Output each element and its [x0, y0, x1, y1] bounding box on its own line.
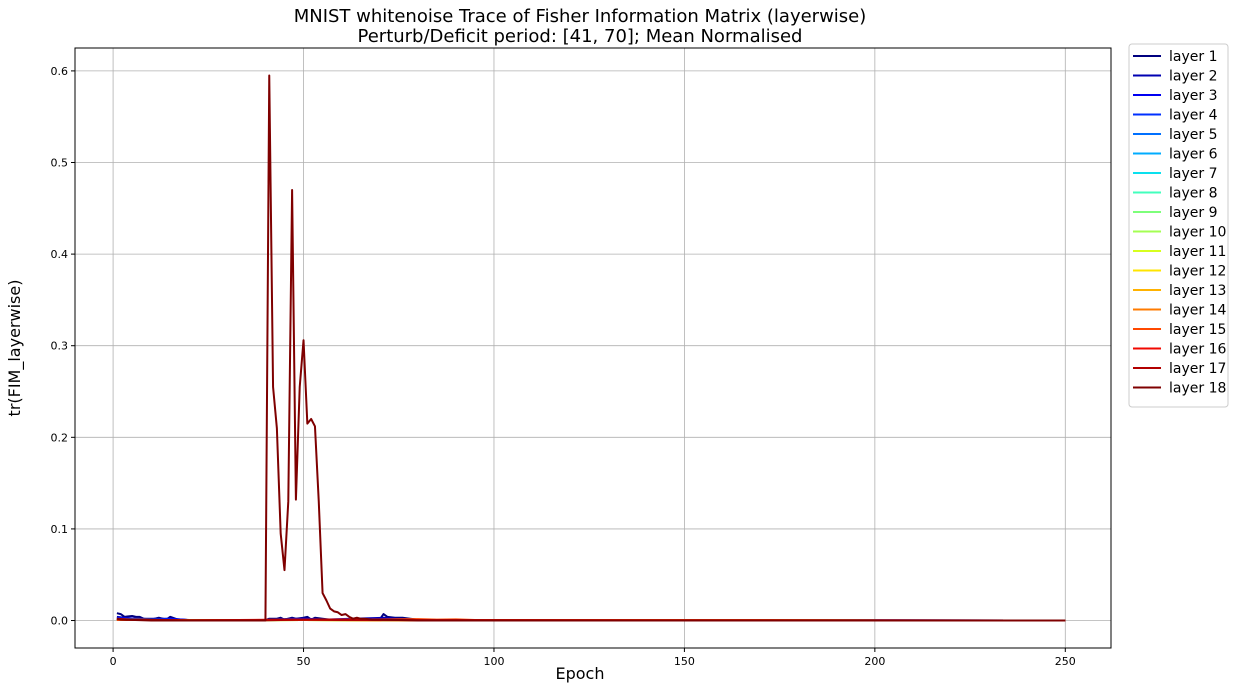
legend-label: layer 2	[1169, 69, 1217, 85]
y-axis-label: tr(FIM_layerwise)	[5, 280, 25, 417]
legend: layer 1 layer 2 layer 3 layer 4 layer 5 layer…	[1128, 43, 1229, 408]
x-tick-label: 50	[297, 655, 311, 668]
chart-title: MNIST whitenoise Trace of Fisher Informa…	[294, 6, 867, 27]
legend-label: layer 15	[1169, 322, 1226, 338]
y-tick-label: 0.0	[51, 615, 69, 628]
y-tick-label: 0.3	[51, 340, 69, 353]
legend-label: layer 6	[1169, 147, 1218, 163]
legend-label: layer 9	[1169, 205, 1217, 221]
x-tick-label: 200	[864, 655, 885, 668]
legend-label: layer 17	[1169, 361, 1226, 377]
legend-label: layer 4	[1169, 108, 1218, 124]
y-tick-label: 0.6	[51, 65, 69, 78]
legend-label: layer 8	[1169, 186, 1217, 202]
legend-label: layer 14	[1169, 303, 1226, 319]
chart-subtitle: Perturb/Deficit period: [41, 70]; Mean N…	[358, 26, 803, 47]
y-tick-label: 0.4	[51, 248, 69, 261]
legend-label: layer 1	[1169, 49, 1217, 65]
x-tick-label: 0	[110, 655, 117, 668]
series-group	[116, 74, 1066, 622]
series-line-layer-18	[116, 74, 1066, 622]
legend-label: layer 13	[1169, 283, 1226, 299]
legend-label: layer 7	[1169, 166, 1217, 182]
grid	[75, 48, 1111, 648]
x-tick-label: 100	[483, 655, 504, 668]
legend-label: layer 18	[1169, 381, 1226, 397]
legend-label: layer 16	[1169, 342, 1226, 358]
legend-label: layer 5	[1169, 127, 1217, 143]
legend-label: layer 12	[1169, 264, 1226, 280]
x-tick-label: 150	[674, 655, 695, 668]
x-tick-label: 250	[1055, 655, 1076, 668]
y-tick-label: 0.5	[51, 157, 69, 170]
ticks: 0 50 100 150 200 250 0.0 0.1 0.2 0.3 0.4 0.5 0.6	[51, 65, 1076, 668]
legend-label: layer 10	[1169, 225, 1226, 241]
y-tick-label: 0.1	[51, 523, 69, 536]
plot-frame	[74, 47, 1112, 649]
x-axis-label: Epoch	[556, 664, 605, 683]
y-tick-label: 0.2	[51, 431, 69, 444]
legend-label: layer 3	[1169, 88, 1217, 104]
legend-label: layer 11	[1169, 244, 1226, 260]
